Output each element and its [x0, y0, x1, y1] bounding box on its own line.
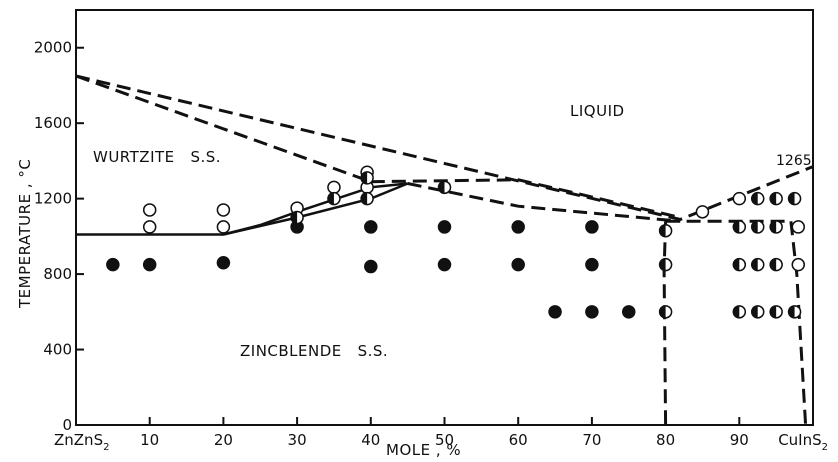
data-point-filled: [511, 257, 525, 272]
data-point-filled: [585, 257, 599, 272]
data-point-open: [695, 205, 710, 219]
dashed-boundary-line: [75, 74, 372, 184]
data-point-half: [787, 191, 802, 206]
x-tick-label: 30: [288, 431, 307, 449]
x-axis-title: MOLE , %: [386, 441, 461, 459]
solid-boundary-line: [223, 182, 409, 236]
phase-boundary-lines: [75, 74, 814, 426]
x-tick-label: 20: [214, 431, 233, 449]
data-point-half: [360, 171, 374, 185]
data-point-open: [216, 220, 231, 234]
data-point-half: [437, 180, 452, 195]
data-point-half: [787, 305, 802, 319]
data-point-filled: [364, 220, 378, 234]
data-point-half: [769, 305, 783, 319]
data-point-half: [290, 210, 304, 225]
dashed-boundary-line: [662, 221, 668, 426]
dashed-boundary-line: [370, 178, 681, 219]
data-point-filled: [142, 257, 157, 272]
y-tick-label: 2000: [34, 39, 72, 57]
data-point-open: [327, 180, 341, 195]
dashed-boundary-line: [407, 182, 681, 223]
x-tick-label: 80: [656, 431, 675, 449]
data-point-half: [658, 223, 673, 238]
x-tick-label: 10: [140, 431, 159, 449]
data-point-filled: [216, 256, 231, 270]
data-point-filled: [106, 257, 120, 272]
x-tick-label-text: ZnZnS: [54, 431, 103, 449]
x-tick-label-text: CuInS: [778, 431, 821, 449]
data-point-half: [360, 191, 374, 206]
data-point-open: [791, 257, 806, 272]
data-point-half: [732, 257, 747, 272]
y-tick-label: 400: [43, 341, 72, 359]
x-tick-label: 50: [435, 431, 454, 449]
data-point-half: [769, 220, 783, 234]
data-point-filled: [548, 305, 562, 319]
region-label-liquid: LIQUID: [570, 102, 625, 120]
data-point-open: [791, 220, 806, 234]
data-point-filled: [437, 220, 452, 234]
data-point-half: [327, 191, 341, 206]
data-point-half: [732, 220, 747, 234]
data-point-half: [769, 257, 783, 272]
data-point-half: [658, 305, 673, 319]
data-point-half: [732, 305, 747, 319]
y-tick-label: 800: [43, 265, 72, 283]
annotation-1265: 1265: [776, 153, 812, 169]
data-point-filled: [622, 305, 636, 319]
data-point-half: [750, 220, 765, 234]
solid-boundary-line: [76, 182, 408, 236]
data-point-half: [750, 305, 765, 319]
data-point-filled: [511, 220, 525, 234]
y-axis-title: TEMPERATURE , °C: [16, 159, 34, 309]
data-point-filled: [585, 305, 599, 319]
data-point-open: [732, 191, 747, 206]
data-point-half: [769, 191, 783, 206]
y-tick-label: 1600: [34, 114, 72, 132]
data-point-filled: [437, 257, 452, 272]
x-tick-label: 70: [582, 431, 601, 449]
data-point-half: [750, 191, 765, 206]
data-point-half: [658, 257, 673, 272]
dashed-boundary-line: [789, 221, 808, 426]
data-points: [106, 165, 806, 319]
data-point-filled: [585, 220, 599, 234]
data-point-open: [216, 203, 231, 217]
region-label-zincblende: ZINCBLENDE S.S.: [240, 342, 388, 360]
x-tick-label: CuInS2: [778, 431, 828, 453]
x-tick-label-subscript: 2: [822, 442, 828, 453]
x-tick-label: ZnZnS2: [54, 431, 109, 453]
data-point-open: [142, 220, 157, 234]
x-tick-label: 90: [730, 431, 749, 449]
data-point-half: [750, 257, 765, 272]
dashed-boundary-line: [75, 74, 814, 221]
y-tick-label: 0: [62, 416, 72, 434]
data-point-open: [142, 203, 157, 217]
region-label-wurtzite: WURTZITE S.S.: [93, 148, 221, 166]
y-tick-label: 1200: [34, 190, 72, 208]
x-tick-label-subscript: 2: [103, 442, 109, 453]
data-point-filled: [364, 259, 378, 274]
x-tick-label: 40: [361, 431, 380, 449]
chart-labels: LIQUID WURTZITE S.S. ZINCBLENDE S.S. MOL…: [16, 102, 812, 459]
x-tick-label: 60: [509, 431, 528, 449]
